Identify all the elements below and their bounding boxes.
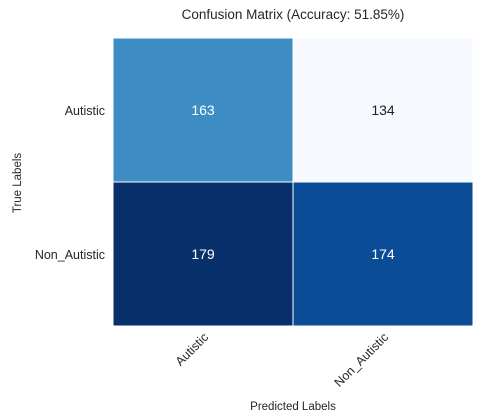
x-axis-label: Predicted Labels [250, 401, 336, 413]
chart-title: Confusion Matrix (Accuracy: 51.85%) [182, 7, 405, 22]
cell-value-label: 179 [191, 246, 215, 262]
x-tick-label: Autistic [173, 330, 211, 368]
cell-value-label: 163 [191, 102, 215, 118]
y-axis-label: True Labels [12, 153, 24, 214]
heatmap-cell-Autistic-Autistic [112, 37, 294, 183]
x-tick-labels: Autistic Non_Autistic [173, 330, 391, 390]
y-tick-label: Non_Autistic [35, 248, 105, 262]
y-tick-labels: Autistic Non_Autistic [35, 104, 105, 262]
heatmap-cell-Autistic-Non_Autistic [292, 37, 474, 183]
cell-value-label: 134 [371, 102, 395, 118]
cell-value-label: 174 [371, 246, 395, 262]
x-tick-label: Non_Autistic [332, 330, 392, 390]
y-tick-label: Autistic [65, 104, 105, 118]
heatmap-cells: 163 134 179 174 [112, 37, 474, 327]
heatmap-cell-Non_Autistic-Non_Autistic [292, 181, 474, 327]
heatmap-cell-Non_Autistic-Autistic [112, 181, 294, 327]
